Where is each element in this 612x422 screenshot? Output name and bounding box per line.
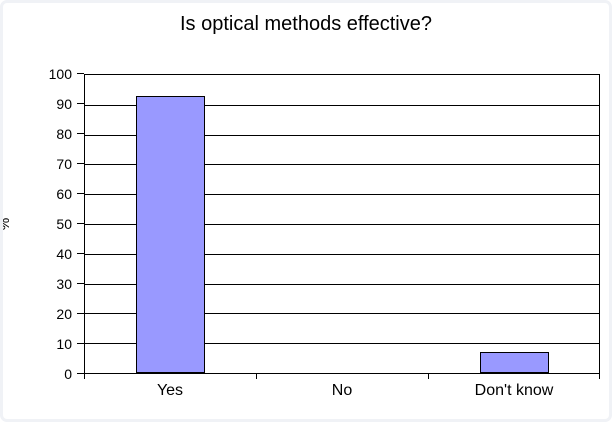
x-tick-mark-3 (599, 374, 600, 379)
y-tick-mark-20 (77, 313, 84, 314)
plot-area (84, 74, 600, 374)
gridline-60 (85, 194, 599, 196)
gridline-50 (85, 224, 599, 225)
y-tick-mark-70 (77, 163, 84, 164)
y-tick-label-70: 70 (56, 156, 72, 172)
chart-title: Is optical methods effective? (180, 13, 432, 35)
y-tick-mark-90 (77, 103, 84, 104)
x-tick-mark-1 (256, 374, 257, 379)
y-tick-label-30: 30 (56, 276, 72, 292)
gridline-90 (85, 104, 599, 106)
y-tick-label-100: 100 (48, 66, 72, 82)
gridline-30 (85, 283, 599, 285)
gridline-70 (85, 164, 599, 166)
gridline-80 (85, 134, 599, 136)
x-cat-label-yes: Yes (156, 382, 184, 399)
gridline-20 (85, 313, 599, 315)
y-tick-mark-0 (77, 373, 84, 374)
gridline-40 (85, 253, 599, 255)
bar-don-t-know (479, 352, 549, 373)
bar-yes (135, 96, 205, 373)
y-tick-label-60: 60 (56, 186, 72, 202)
x-cat-label-don-t-know: Don't know (474, 382, 554, 399)
y-tick-label-80: 80 (56, 126, 72, 142)
x-tick-mark-0 (84, 374, 85, 379)
y-tick-mark-80 (77, 133, 84, 134)
y-tick-mark-30 (77, 283, 84, 284)
y-tick-label-0: 0 (64, 366, 72, 382)
x-tick-mark-2 (428, 374, 429, 379)
x-cat-label-no: No (331, 382, 353, 399)
y-tick-label-90: 90 (56, 96, 72, 112)
y-tick-mark-100 (77, 73, 84, 74)
y-tick-mark-60 (77, 193, 84, 194)
y-tick-mark-40 (77, 253, 84, 254)
y-tick-mark-10 (77, 343, 84, 344)
gridline-10 (85, 343, 599, 345)
y-tick-label-50: 50 (56, 216, 72, 232)
y-tick-label-10: 10 (56, 336, 72, 352)
y-tick-label-20: 20 (56, 306, 72, 322)
y-tick-mark-50 (77, 223, 84, 224)
y-tick-label-40: 40 (56, 246, 72, 262)
y-axis-title: % (0, 218, 12, 230)
